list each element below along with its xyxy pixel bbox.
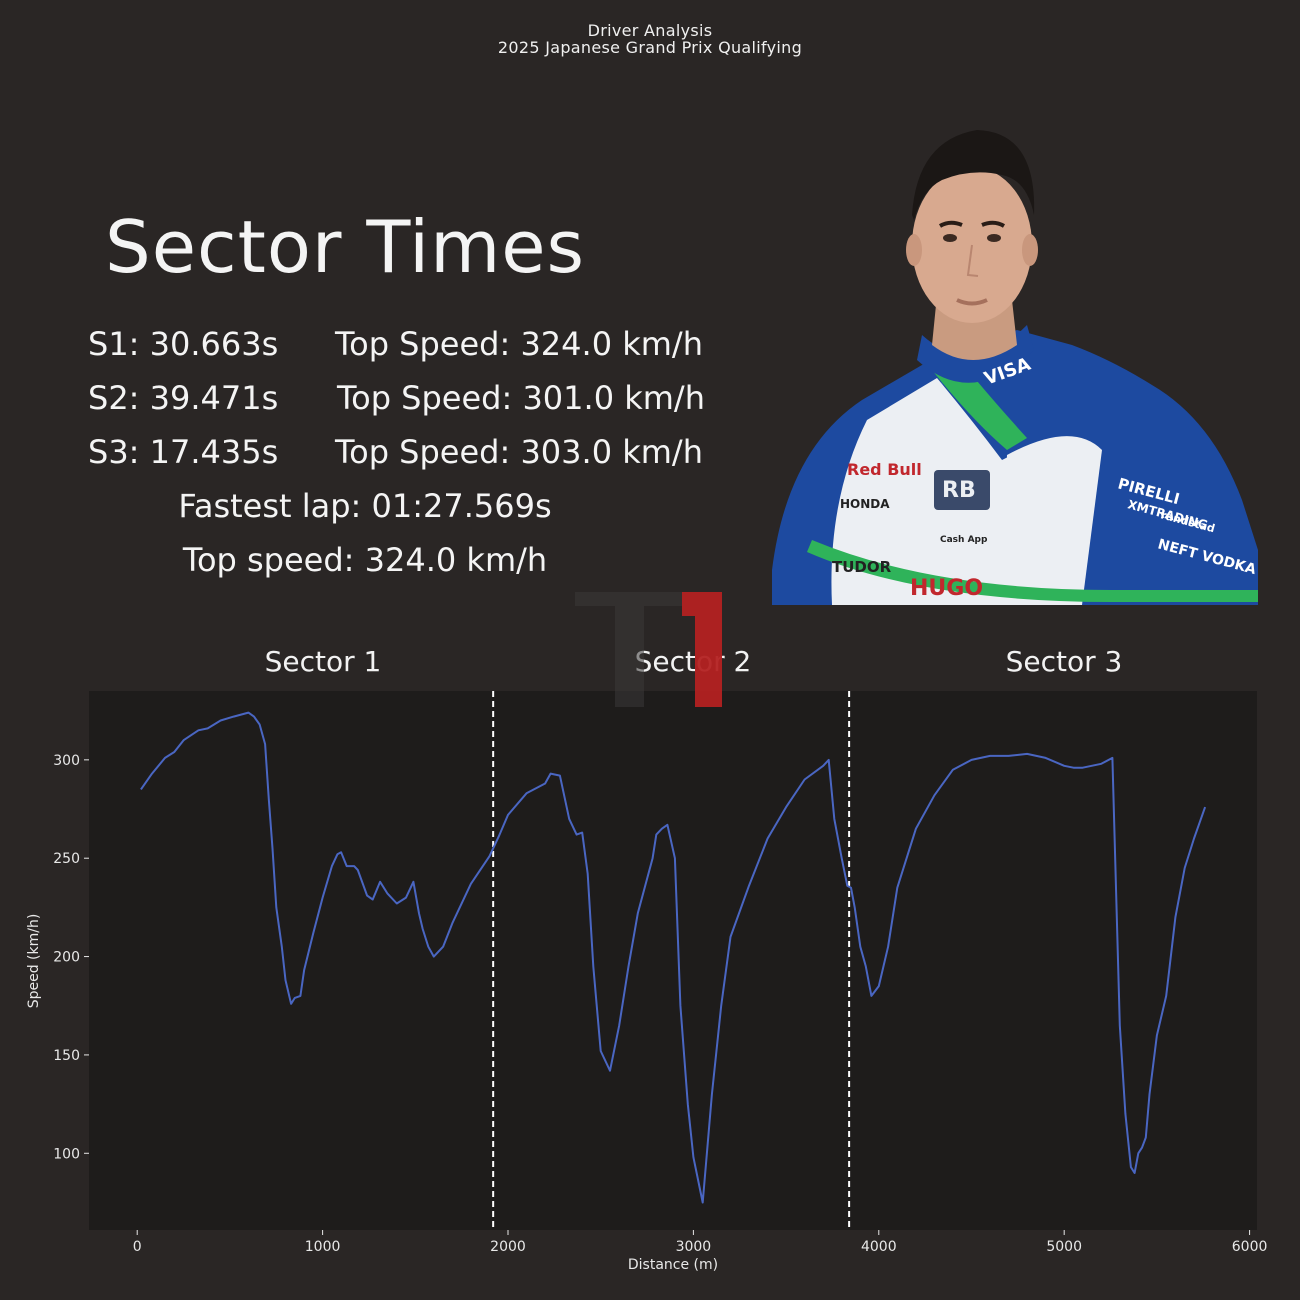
y-axis-label: Speed (km/h) bbox=[26, 914, 42, 1009]
y-tick-label: 100 bbox=[53, 1146, 80, 1162]
x-tick-label: 2000 bbox=[490, 1239, 526, 1255]
sector2-time: S2: 39.471s bbox=[88, 379, 279, 417]
racing-bulls-logo: RB bbox=[934, 470, 990, 510]
page-title-line1: Driver Analysis bbox=[587, 21, 713, 40]
x-tick-label: 3000 bbox=[676, 1239, 712, 1255]
page-subtitle: 2025 Japanese Grand Prix Qualifying bbox=[497, 38, 803, 57]
overall-top-speed: Top speed: 324.0 km/h bbox=[182, 541, 548, 579]
sector2-top-speed: Top Speed: 301.0 km/h bbox=[337, 379, 705, 417]
sponsor-cashapp: Cash App bbox=[940, 535, 988, 545]
sector2-title: Sector 2 bbox=[635, 645, 752, 678]
plot-area bbox=[89, 691, 1257, 1230]
x-tick-label: 5000 bbox=[1046, 1239, 1082, 1255]
sponsor-redbull: Red Bull bbox=[847, 460, 922, 479]
y-tick-label: 300 bbox=[53, 753, 80, 769]
speed-chart: Sector 1 Sector 2 Sector 3 0 1000 2000 3000… bbox=[26, 592, 1267, 1273]
x-tick-label: 6000 bbox=[1232, 1239, 1268, 1255]
svg-text:RB: RB bbox=[942, 478, 976, 503]
x-tick-label: 4000 bbox=[861, 1239, 897, 1255]
x-axis-label: Distance (m) bbox=[628, 1257, 718, 1273]
sponsor-hugo: HUGO bbox=[910, 576, 983, 601]
f1-watermark bbox=[575, 592, 722, 707]
sponsor-honda: HONDA bbox=[840, 497, 890, 511]
y-tick-label: 250 bbox=[53, 851, 80, 867]
y-tick-label: 200 bbox=[53, 950, 80, 966]
y-tick-label: 150 bbox=[53, 1048, 80, 1064]
speed-series-line bbox=[140, 711, 1207, 1204]
x-tick-label: 0 bbox=[133, 1239, 142, 1255]
chart-marks: 0 1000 2000 3000 4000 5000 6000 100 150 200 250 300 bbox=[53, 691, 1267, 1255]
sector3-title: Sector 3 bbox=[1006, 645, 1123, 678]
sponsor-tudor: TUDOR bbox=[832, 558, 892, 576]
sector1-time: S1: 30.663s bbox=[88, 325, 279, 363]
driver-portrait: VISA Red Bull HONDA TUDOR HUGO Cash App … bbox=[772, 130, 1258, 605]
sector3-top-speed: Top Speed: 303.0 km/h bbox=[335, 433, 703, 471]
x-tick-label: 1000 bbox=[305, 1239, 341, 1255]
fastest-lap: Fastest lap: 01:27.569s bbox=[178, 487, 552, 525]
page-title: Driver Analysis 2025 Japanese Grand Prix… bbox=[0, 22, 1300, 56]
sector3-time: S3: 17.435s bbox=[88, 433, 279, 471]
sector1-title: Sector 1 bbox=[265, 645, 382, 678]
sector1-top-speed: Top Speed: 324.0 km/h bbox=[335, 325, 703, 363]
sector-times-heading: Sector Times bbox=[105, 205, 586, 289]
